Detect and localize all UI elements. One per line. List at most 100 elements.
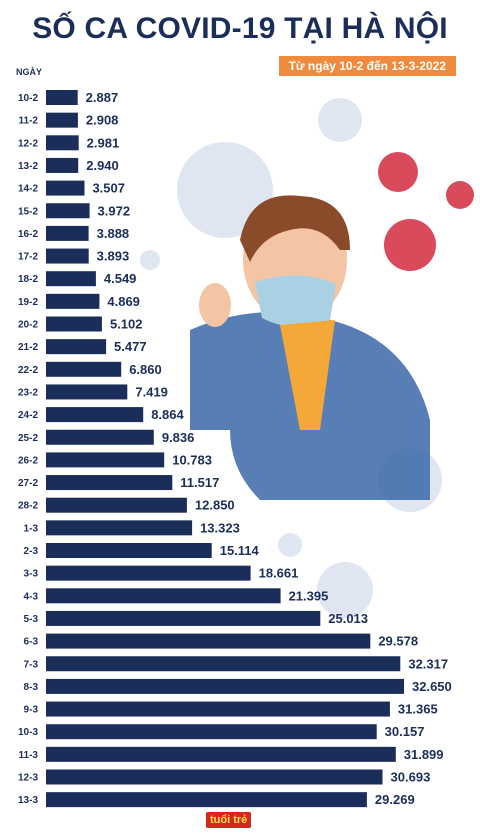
value-label: 5.102 bbox=[110, 317, 143, 332]
bar bbox=[46, 135, 79, 151]
category-label: 19-2 bbox=[18, 297, 38, 308]
category-label: 15-2 bbox=[18, 206, 38, 217]
bar bbox=[46, 157, 79, 173]
bar bbox=[46, 701, 390, 717]
page-title: SỐ CA COVID-19 TẠI HÀ NỘI bbox=[32, 12, 448, 45]
bar bbox=[46, 543, 212, 558]
value-label: 12.850 bbox=[195, 498, 235, 513]
value-label: 15.114 bbox=[220, 543, 260, 558]
category-label: 4-3 bbox=[24, 591, 39, 602]
value-label: 6.860 bbox=[129, 362, 162, 377]
category-label: 1-3 bbox=[24, 523, 39, 534]
value-label: 31.899 bbox=[404, 747, 444, 762]
category-label: 26-2 bbox=[18, 455, 38, 466]
bar bbox=[46, 678, 404, 694]
bar bbox=[46, 633, 371, 649]
category-label: 12-2 bbox=[18, 138, 38, 149]
value-label: 4.869 bbox=[107, 294, 140, 309]
category-label: 2-3 bbox=[24, 546, 39, 557]
value-label: 25.013 bbox=[328, 611, 368, 626]
category-label: 14-2 bbox=[18, 184, 38, 195]
category-label: 23-2 bbox=[18, 387, 38, 398]
bar bbox=[46, 271, 96, 287]
bar bbox=[46, 361, 122, 377]
category-label: 13-3 bbox=[18, 795, 38, 806]
category-label: 24-2 bbox=[18, 410, 38, 421]
category-label: 17-2 bbox=[18, 252, 38, 263]
category-label: 21-2 bbox=[18, 342, 38, 353]
value-label: 30.693 bbox=[391, 770, 431, 785]
bar bbox=[46, 792, 367, 808]
category-label: 7-3 bbox=[24, 659, 39, 670]
category-label: 11-3 bbox=[19, 750, 39, 761]
bar bbox=[46, 384, 128, 400]
value-label: 13.323 bbox=[200, 520, 240, 535]
category-label: 28-2 bbox=[18, 501, 38, 512]
value-label: 3.507 bbox=[92, 181, 125, 196]
bar bbox=[46, 203, 90, 219]
bar bbox=[46, 225, 89, 241]
value-label: 3.888 bbox=[97, 226, 130, 241]
bar bbox=[46, 475, 173, 491]
value-label: 21.395 bbox=[289, 588, 329, 603]
bar bbox=[46, 407, 144, 423]
value-label: 2.887 bbox=[86, 90, 119, 105]
bar bbox=[46, 520, 193, 536]
brand-logo: tuổi trẻ bbox=[206, 812, 252, 828]
value-label: 29.269 bbox=[375, 792, 415, 807]
bar bbox=[46, 248, 89, 264]
person-illustration bbox=[190, 195, 430, 500]
value-label: 2.908 bbox=[86, 113, 119, 128]
category-label: 13-2 bbox=[18, 161, 38, 172]
value-label: 7.419 bbox=[135, 384, 168, 399]
bar bbox=[46, 112, 78, 128]
category-label: 20-2 bbox=[18, 320, 38, 331]
value-label: 4.549 bbox=[104, 271, 137, 286]
value-label: 32.650 bbox=[412, 679, 452, 694]
bar bbox=[46, 769, 383, 785]
value-label: 9.836 bbox=[162, 430, 195, 445]
value-label: 3.972 bbox=[98, 203, 131, 218]
value-label: 2.981 bbox=[87, 135, 120, 150]
value-label: 11.517 bbox=[180, 475, 219, 490]
bar bbox=[46, 588, 281, 604]
value-label: 29.578 bbox=[378, 634, 418, 649]
value-label: 8.864 bbox=[151, 407, 184, 422]
category-label: 3-3 bbox=[24, 569, 39, 580]
red-virus-icon bbox=[378, 152, 474, 271]
bar bbox=[46, 452, 165, 468]
category-label: 10-3 bbox=[18, 727, 38, 738]
value-label: 30.157 bbox=[385, 724, 425, 739]
value-label: 2.940 bbox=[86, 158, 119, 173]
bar bbox=[46, 293, 100, 309]
bar bbox=[46, 724, 377, 740]
bar bbox=[46, 746, 396, 762]
axis-label-date: NGÀY bbox=[16, 67, 43, 77]
date-range-badge: Từ ngày 10-2 đến 13-3-2022 bbox=[278, 56, 456, 76]
bar bbox=[46, 656, 401, 672]
value-label: 5.477 bbox=[114, 339, 147, 354]
category-label: 18-2 bbox=[18, 274, 38, 285]
category-label: 6-3 bbox=[24, 637, 39, 648]
category-label: 22-2 bbox=[18, 365, 38, 376]
bar bbox=[46, 497, 187, 513]
bar bbox=[46, 339, 107, 355]
category-label: 8-3 bbox=[24, 682, 39, 693]
category-label: 11-2 bbox=[19, 116, 39, 127]
bar bbox=[46, 316, 102, 332]
value-label: 18.661 bbox=[259, 566, 299, 581]
category-label: 27-2 bbox=[18, 478, 38, 489]
bar bbox=[46, 565, 251, 581]
category-label: 10-2 bbox=[18, 93, 38, 104]
category-label: 25-2 bbox=[18, 433, 38, 444]
category-label: 9-3 bbox=[24, 705, 39, 716]
category-label: 5-3 bbox=[24, 614, 39, 625]
bar bbox=[46, 610, 321, 626]
category-label: 16-2 bbox=[18, 229, 38, 240]
value-label: 10.783 bbox=[172, 452, 212, 467]
value-label: 31.365 bbox=[398, 702, 438, 717]
bar bbox=[46, 180, 85, 196]
value-label: 32.317 bbox=[408, 656, 448, 671]
